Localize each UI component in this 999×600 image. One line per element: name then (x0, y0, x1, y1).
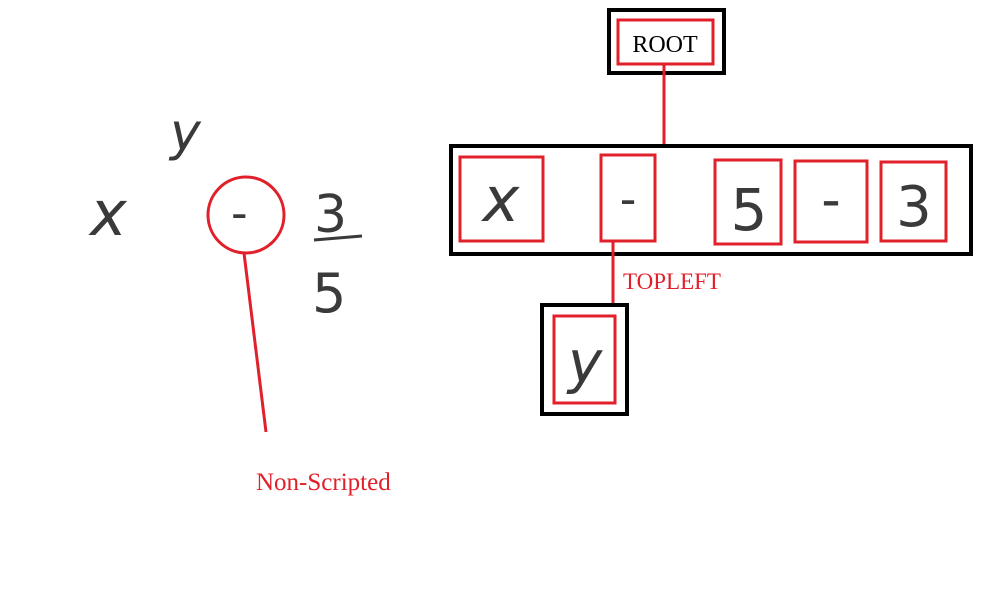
row-symbol-box-5 (713, 158, 783, 246)
root-node-outer-box (607, 8, 726, 75)
non-scripted-highlight-circle (206, 175, 286, 255)
row-symbol-minus: - (620, 172, 637, 226)
non-scripted-pointer-line (242, 252, 268, 433)
row-symbol-box-3 (879, 160, 948, 243)
row-symbol-box-x (458, 155, 545, 243)
fraction-bar (313, 234, 363, 242)
row-symbol-box-fraction-bar (793, 159, 869, 244)
non-scripted-label: Non-Scripted (256, 469, 391, 496)
row-symbol-x: x (481, 163, 521, 236)
row-symbol-box-minus (599, 153, 657, 243)
topleft-relation-label: TOPLEFT (623, 269, 721, 294)
row-symbol-3: 3 (896, 175, 932, 240)
child-node-outer-box (540, 303, 629, 416)
child-node-inner-box (552, 314, 617, 405)
expression-base-x: x (88, 177, 128, 250)
fraction-denominator: 5 (312, 262, 346, 325)
row-symbol-fraction-bar: - (821, 168, 841, 231)
expression-minus-operator: - (231, 186, 248, 240)
expression-superscript-y: y (168, 103, 202, 163)
symbol-layout-tree: ROOT x - 5 - 3 TOPLEFT y (449, 8, 973, 416)
handwritten-expression: x y - 3 5 Non-Scripted (88, 103, 391, 496)
child-symbol-y: y (566, 328, 603, 396)
main-row-box (449, 144, 973, 256)
root-node-label: ROOT (632, 32, 698, 58)
row-symbol-5: 5 (731, 176, 768, 244)
fraction-numerator: 3 (314, 185, 347, 245)
